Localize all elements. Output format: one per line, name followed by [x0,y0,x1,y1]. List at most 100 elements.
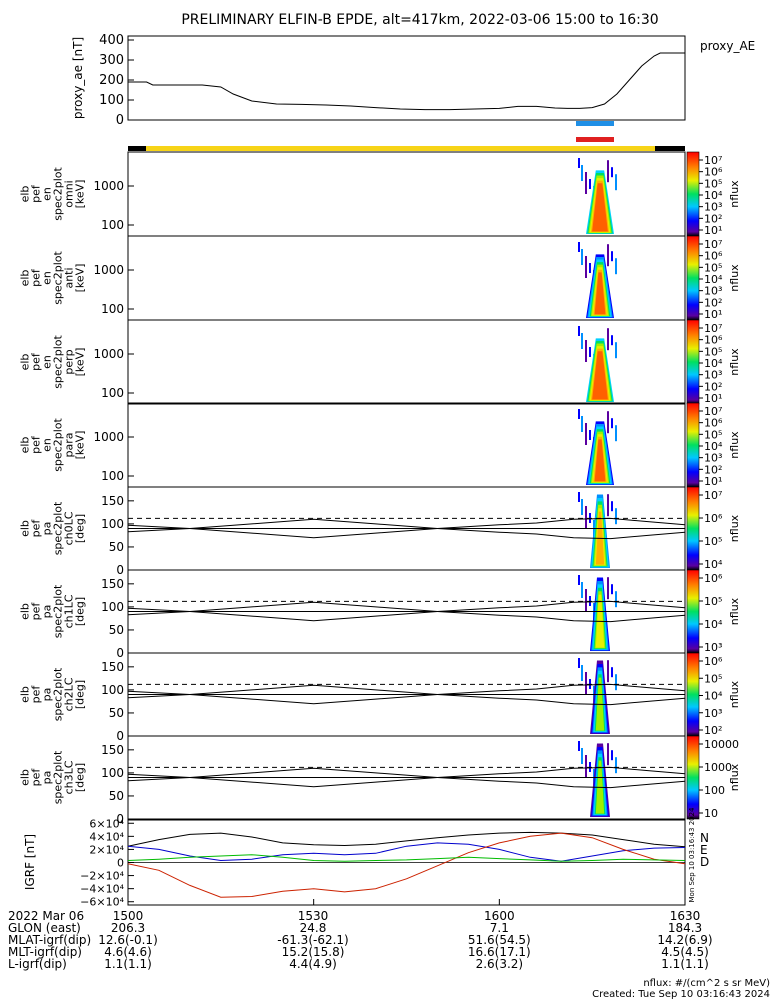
ytick-label: 0 [116,729,124,743]
colorbar-tick-label: 10³ [704,285,722,298]
colorbar-tick-label: 10⁴ [704,273,723,286]
footer-row-label: MLT-igrf(dip) [8,945,82,959]
colorbar-tick-label: 10000 [704,738,739,751]
ylabel-line: ch1LC [63,594,76,628]
ytick-label: 0 [116,646,124,660]
pa-heatmap [578,741,617,817]
colorbar-strip [686,486,700,571]
ae-legend: proxy_AE [700,39,755,53]
igrf-series-N [127,842,686,862]
colorbar-tick-label: 10⁵ [704,345,722,358]
footer-value: 16.6(17.1) [468,945,531,959]
pa-heatmap [578,575,617,651]
spectrum-streak [581,249,583,265]
ae-series-line [128,52,685,111]
spectrum-streak [589,430,591,440]
colorbar-tick-label: 10⁶ [704,334,723,347]
footer-value: 184.3 [668,921,702,935]
ylabel-line: pa [41,605,54,619]
colorbar-tick-label: 10⁷ [704,405,722,418]
colorbar-tick-label: 10³ [704,707,722,720]
spectrum-streak [585,423,587,445]
ylabel-line: [keV] [74,264,87,293]
spectrum-streak [615,508,617,525]
colorbar-tick-label: 10⁴ [704,618,723,631]
ytick-label: 0 [116,812,124,826]
colorbar-tick-label: 10⁵ [704,595,722,608]
ylabel-line: anti [63,267,76,288]
ytick-label: 200 [99,73,124,88]
footer-value: 15.2(15.8) [282,945,345,959]
colorbar-tick-label: 10⁶ [704,417,723,430]
colorbar-tick-label: 10⁶ [704,250,723,263]
colorbar-tick-label: 10⁶ [704,572,723,585]
colorbar-tick-label: 10¹ [704,224,722,237]
pa-heatmap [578,492,617,568]
footer-row-label: 2022 Mar 06 [8,909,84,923]
colorbar-tick-label: 10⁴ [704,440,723,453]
ytick-label: 1000 [93,430,124,444]
colorbar-strip [686,569,700,654]
ylabel-line: en [41,187,54,201]
ylabel-line: spec2plot [52,418,65,472]
ytick-label: 0 [117,857,124,870]
colorbar-tick-label: 10² [704,724,722,737]
colorbar-tick-label: 10⁴ [704,558,723,571]
footer-value: 1630 [670,909,701,923]
ytick-label: 150 [101,494,124,508]
igrf-series-D [127,854,686,862]
colorbar-strip [686,652,700,737]
footer-value: 206.3 [111,921,145,935]
pa-panel-3: 150100500elbpefpaspec2plotch2LC[deg]10⁶1… [19,652,741,743]
colorbar-tick-label: 10⁶ [704,655,723,668]
ylabel-line: spec2plot [52,167,65,221]
proxy-ae-panel: 400 300 200 100 0 proxy_ae [nT] proxy_AE [71,33,755,128]
ytick-label: 50 [109,789,124,803]
chart-title: PRELIMINARY ELFIN-B EPDE, alt=417km, 202… [181,12,658,28]
footer-value: 2.6(3.2) [476,957,524,971]
colorbar-tick-label: 10³ [704,201,722,214]
shadow-bar-right [655,146,685,151]
colorbar-tick-label: 10³ [704,452,722,465]
colorbar-tick-label: 10⁶ [704,512,723,525]
ytick-label: 400 [99,33,124,48]
spectrum-streak [611,501,613,512]
ae-frame [127,35,686,121]
spectrum-streak [615,591,617,608]
spectrum-streak [585,589,587,611]
spectrum-streak [611,418,613,429]
units-note: nflux: #/(cm^2 s sr MeV) [643,978,770,989]
colorbar-label: nflux [728,348,741,376]
spectrum-streak [607,244,609,267]
loss-cone-lower [127,766,686,788]
ylabel-line: elb [19,520,32,537]
colorbar-tick-label: 10⁴ [704,357,723,370]
ylabel-line: ch0LC [63,511,76,545]
spectrum-panel-3: 1000100elbpefenspec2plotperp[keV]10⁷10⁶1… [19,319,741,405]
footer: 2022 Mar 06 1500 1530 1600 1630 GLON (east) 20… [8,899,770,1000]
ytick-label: 4×10⁴ [89,830,124,843]
colorbar-tick-label: 10⁷ [704,238,722,251]
footer-row-label: GLON (east) [8,921,81,935]
ylabel-line: pef [30,685,43,704]
loss-cone-upper [127,767,686,789]
spectrum-streak [585,172,587,194]
ylabel-line: pef [30,435,43,454]
spectrum-streak [607,577,609,600]
spectrum-streak [581,499,583,515]
spectrum-streak [589,179,591,189]
ylabel-line: [keV] [74,180,87,209]
ytick-label: −6×10⁴ [80,896,124,909]
colorbar-strip [686,735,700,820]
ytick-label: 100 [101,766,124,780]
ylabel-line: spec2plot [52,584,65,638]
spectrum-streak [585,755,587,777]
spectrum-streak [611,167,613,178]
colorbar: 10000 1000 100 10 nflux [686,735,741,820]
spectrum-streak [607,494,609,517]
